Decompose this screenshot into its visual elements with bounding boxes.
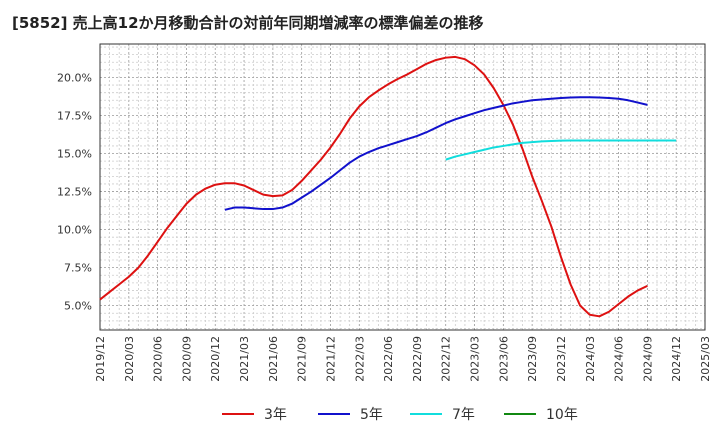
chart-title: [5852] 売上高12か月移動合計の対前年同期増減率の標準偏差の推移 xyxy=(12,14,484,32)
x-tick-label: 2021/06 xyxy=(267,336,280,382)
y-tick-label: 15.0% xyxy=(57,148,92,161)
series-line-2 xyxy=(224,96,648,211)
y-tick-label: 10.0% xyxy=(57,224,92,237)
x-tick-label: 2023/09 xyxy=(526,336,539,382)
x-tick-label: 2024/03 xyxy=(584,336,597,382)
x-tick-label: 2022/06 xyxy=(382,336,395,382)
x-tick-label: 2020/03 xyxy=(123,336,136,382)
x-tick-label: 2021/03 xyxy=(238,336,251,382)
x-tick-label: 2020/06 xyxy=(152,336,165,382)
x-tick-label: 2021/12 xyxy=(324,336,337,382)
legend-label: 5年 xyxy=(360,407,383,423)
x-tick-label: 2020/12 xyxy=(209,336,222,382)
x-tick-label: 2022/03 xyxy=(353,336,366,382)
plot-area xyxy=(100,44,705,330)
legend-label: 3年 xyxy=(264,407,287,423)
grid-lines xyxy=(99,44,706,330)
x-tick-label: 2023/12 xyxy=(555,336,568,382)
y-tick-label: 17.5% xyxy=(57,110,92,123)
x-tick-label: 2020/09 xyxy=(180,336,193,382)
y-tick-label: 12.5% xyxy=(57,186,92,199)
y-tick-label: 7.5% xyxy=(64,262,92,275)
series-line-3 xyxy=(445,139,677,161)
x-tick-label: 2019/12 xyxy=(94,336,107,382)
y-tick-label: 5.0% xyxy=(64,300,92,313)
x-tick-label: 2024/06 xyxy=(613,336,626,382)
series-line-1 xyxy=(99,55,648,318)
legend-label: 10年 xyxy=(546,407,578,423)
x-tick-label: 2022/12 xyxy=(440,336,453,382)
x-tick-label: 2023/03 xyxy=(469,336,482,382)
x-tick-label: 2022/09 xyxy=(411,336,424,382)
x-tick-label: 2023/06 xyxy=(497,336,510,382)
x-tick-label: 2021/09 xyxy=(296,336,309,382)
x-tick-label: 2025/03 xyxy=(699,336,712,382)
y-tick-label: 20.0% xyxy=(57,71,92,84)
legend: 3年 5年 7年 10年 xyxy=(222,407,578,423)
x-tick-label: 2024/09 xyxy=(641,336,654,382)
plot-frame xyxy=(99,43,706,331)
x-tick-label: 2024/12 xyxy=(670,336,683,382)
legend-label: 7年 xyxy=(452,407,475,423)
